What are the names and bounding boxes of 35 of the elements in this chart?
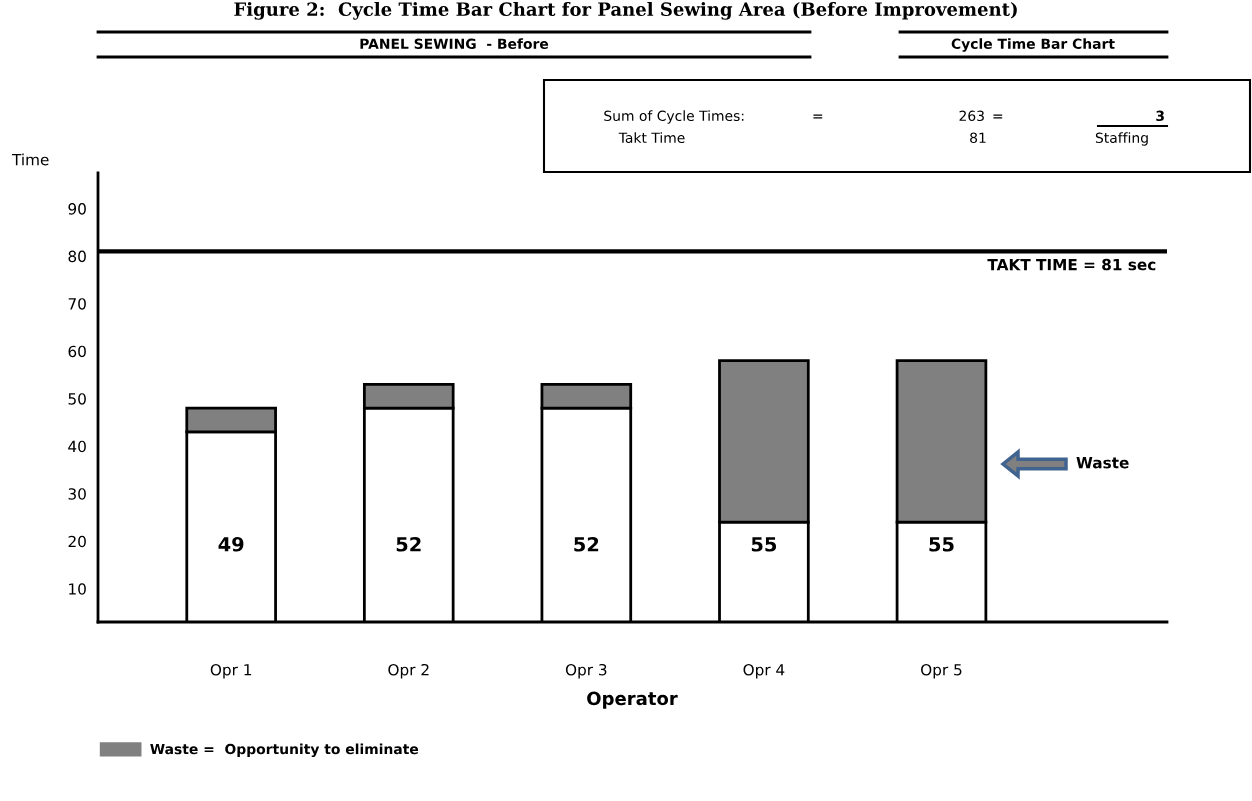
text: PANEL SEWING - Before: [360, 38, 549, 50]
y-tick-label: 30: [68, 488, 86, 500]
annotation: 52: [574, 536, 599, 552]
x-tick-label: Opr 2: [388, 663, 429, 679]
x-tick-label: Opr 5: [921, 663, 962, 679]
annotation: 55: [751, 537, 777, 552]
annotation: Waste: [1076, 457, 1129, 469]
text: =: [813, 114, 823, 119]
text: 263: [959, 110, 984, 122]
legend-label: Waste = Opportunity to eliminate: [150, 743, 419, 758]
ref-line-label: TAKT TIME = 81 sec: [987, 258, 1156, 271]
annotation: 52: [396, 536, 421, 552]
text: Cycle Time Bar Chart: [951, 38, 1115, 52]
y-tick-label: 60: [68, 345, 86, 358]
y-tick-label: 80: [68, 250, 86, 263]
x-axis-title: Operator: [587, 691, 678, 709]
text: 81: [970, 132, 986, 144]
x-tick-label: Opr 1: [210, 663, 252, 679]
y-tick-label: 20: [68, 535, 86, 548]
text: =: [993, 114, 1003, 119]
y-tick-label: 50: [68, 393, 86, 405]
text: 3: [1156, 110, 1164, 122]
x-tick-label: Opr 3: [565, 663, 607, 679]
text: Takt Time: [618, 132, 685, 144]
y-tick-label: 40: [68, 440, 86, 453]
text: Staffing: [1095, 132, 1148, 146]
y-tick-label: 70: [68, 298, 86, 310]
chart-title: Figure 2: Cycle Time Bar Chart for Panel Sewing Area (Before Improvement): [234, 2, 1017, 20]
y-tick-label: 90: [68, 203, 86, 215]
annotation: 55: [929, 537, 954, 552]
text: Sum of Cycle Times:: [604, 110, 744, 124]
y-axis-title: Time: [11, 153, 49, 166]
annotation: 49: [218, 536, 244, 552]
x-tick-label: Opr 4: [743, 663, 785, 679]
y-tick-label: 10: [69, 583, 86, 595]
